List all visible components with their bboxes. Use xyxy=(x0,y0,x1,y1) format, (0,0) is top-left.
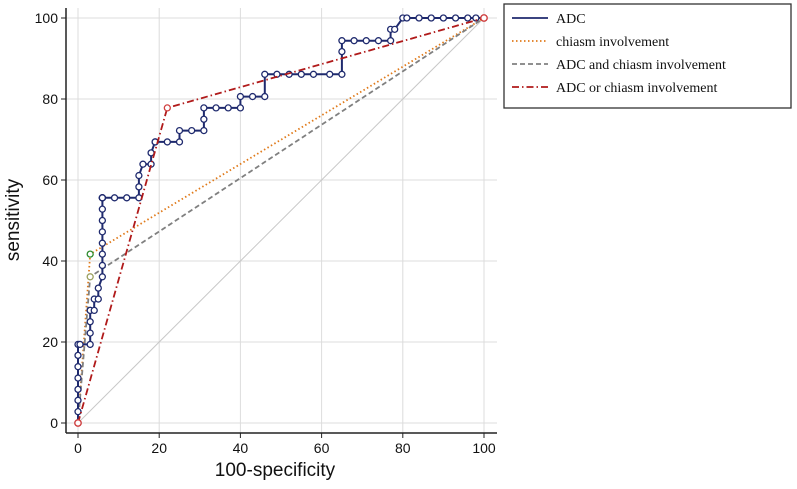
grid xyxy=(66,8,497,433)
y-tick-label: 40 xyxy=(42,253,58,269)
x-tick-label: 60 xyxy=(314,440,330,456)
adc-point xyxy=(261,70,269,78)
adc-point xyxy=(427,14,435,22)
adc-point xyxy=(386,37,395,45)
adc-point xyxy=(326,70,334,78)
legend: ADC chiasm involvement ADC and chiasm invo… xyxy=(503,3,792,109)
x-tick-label: 40 xyxy=(233,440,249,456)
adc-point xyxy=(98,228,107,236)
adc-point xyxy=(74,385,82,394)
adc-point xyxy=(74,363,82,371)
legend-label-chiasm-involvement: chiasm involvement xyxy=(556,35,669,50)
adc-point xyxy=(188,126,196,135)
legend-label-adc-and-chiasm-involvement: ADC and chiasm involvement xyxy=(556,58,726,73)
adc-point xyxy=(135,171,143,180)
adc-point xyxy=(98,194,107,202)
x-tick-label: 80 xyxy=(395,440,411,456)
endpoint-top xyxy=(480,14,488,22)
adc-point xyxy=(98,216,107,225)
adc-point xyxy=(350,37,358,45)
adc-point xyxy=(175,138,184,146)
adc-point xyxy=(139,160,147,168)
legend-label-adc-or-chiasm-involvement: ADC or chiasm involvement xyxy=(556,81,717,96)
x-tick-label: 100 xyxy=(472,440,496,456)
adc-point xyxy=(200,115,208,123)
adc-point xyxy=(98,239,107,247)
adc-point xyxy=(236,104,245,112)
endpoint-origin xyxy=(74,419,82,427)
adc-point xyxy=(110,194,119,202)
adc-point xyxy=(338,47,346,56)
x-axis-title: 100-specificity xyxy=(215,460,336,481)
adc-point xyxy=(74,351,82,360)
y-tick-label: 80 xyxy=(42,91,58,107)
legend-box xyxy=(503,3,792,109)
adc-point xyxy=(236,92,245,101)
adc-point xyxy=(74,374,82,382)
adc-point xyxy=(175,126,184,135)
adc-point xyxy=(403,14,411,22)
cutoff-point-adc-and-chiasm-involvement xyxy=(86,273,94,281)
adc-point xyxy=(163,138,171,146)
y-tick-label: 0 xyxy=(50,415,58,431)
adc-point xyxy=(74,396,82,404)
cutoff-point-adc-or-chiasm-involvement xyxy=(163,104,171,112)
y-tick-label: 20 xyxy=(42,334,58,350)
y-ticks: 0 20 40 60 80 100 xyxy=(35,10,66,431)
adc-point xyxy=(94,295,102,303)
adc-point xyxy=(374,37,383,45)
adc-point xyxy=(224,104,232,112)
legend-label-adc: ADC xyxy=(556,12,586,27)
adc-point xyxy=(391,25,399,33)
adc-point xyxy=(415,14,423,22)
plot-area xyxy=(74,14,488,427)
adc-point xyxy=(86,318,94,326)
adc-point xyxy=(309,70,318,78)
adc-point xyxy=(464,14,472,22)
adc-point xyxy=(86,329,94,337)
series-line-adc-or-chiasm-involvement xyxy=(77,17,485,424)
adc-point xyxy=(98,205,107,213)
adc-point xyxy=(439,14,448,22)
adc-point xyxy=(261,92,269,101)
x-tick-label: 0 xyxy=(74,440,82,456)
y-tick-label: 100 xyxy=(35,10,59,26)
adc-point xyxy=(123,194,131,202)
adc-point xyxy=(74,408,82,416)
adc-point xyxy=(86,340,94,349)
adc-point xyxy=(248,92,257,101)
adc-point xyxy=(200,104,208,112)
adc-point xyxy=(90,306,98,315)
adc-point xyxy=(451,14,460,22)
adc-point xyxy=(338,70,346,78)
axes xyxy=(65,8,497,434)
adc-point xyxy=(200,126,208,135)
adc-point xyxy=(297,70,305,78)
adc-point xyxy=(362,37,370,45)
adc-point xyxy=(338,37,346,45)
adc-point xyxy=(98,250,107,258)
cutoff-point-chiasm-involvement xyxy=(86,250,94,258)
adc-point xyxy=(76,340,84,349)
x-ticks: 0 20 40 60 80 100 xyxy=(74,433,496,456)
reference-diagonal xyxy=(77,17,485,424)
x-tick-label: 20 xyxy=(151,440,167,456)
adc-point xyxy=(98,273,107,281)
adc-point xyxy=(98,261,107,270)
adc-point xyxy=(135,183,143,191)
y-axis-title: sensitivity xyxy=(3,178,24,261)
adc-point xyxy=(212,104,220,112)
y-tick-label: 60 xyxy=(42,172,58,188)
adc-point xyxy=(94,284,102,292)
